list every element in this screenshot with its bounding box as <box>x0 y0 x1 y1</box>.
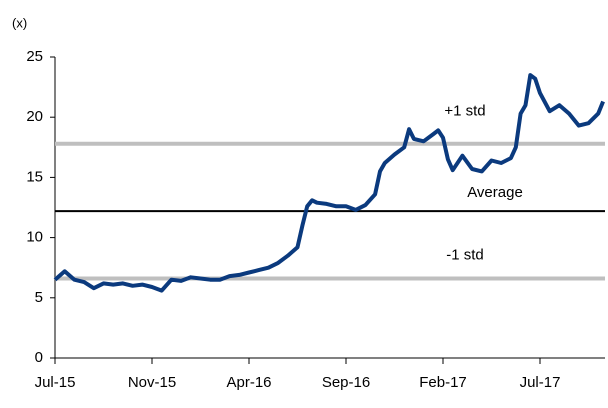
data-line <box>53 73 605 293</box>
y-tick-label: 15 <box>26 168 43 185</box>
x-tick-label: Feb-17 <box>419 374 467 391</box>
y-tick-label: 20 <box>26 108 43 125</box>
reference-label: +1 std <box>444 103 485 120</box>
y-axis-label: (x) <box>12 15 27 30</box>
y-tick-label: 10 <box>26 229 43 246</box>
y-tick-label: 0 <box>35 349 43 366</box>
x-tick-label: Jul-15 <box>35 374 76 391</box>
x-tick-label: Sep-16 <box>322 374 370 391</box>
reference-label: -1 std <box>446 247 484 264</box>
x-tick-label: Nov-15 <box>128 374 176 391</box>
x-tick-label: Jul-17 <box>520 374 561 391</box>
reference-label: Average <box>467 184 523 201</box>
y-tick-label: 25 <box>26 48 43 65</box>
y-tick-label: 5 <box>35 289 43 306</box>
x-tick-label: Apr-16 <box>226 374 271 391</box>
